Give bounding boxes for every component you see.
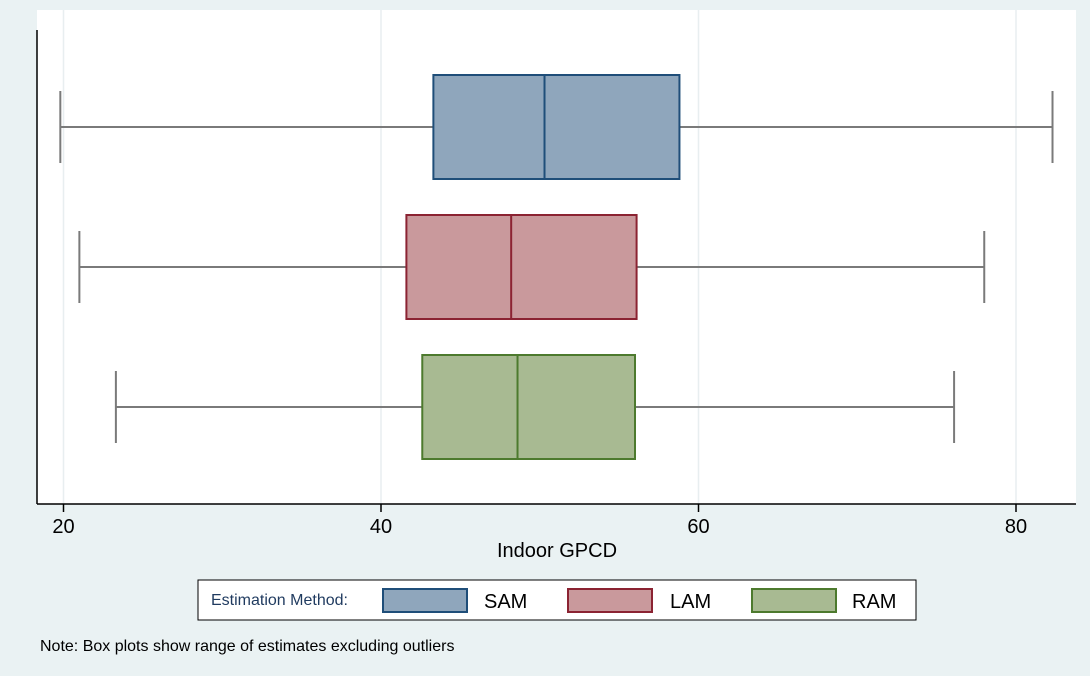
- x-tick-label: 20: [52, 516, 74, 538]
- x-tick-label: 40: [370, 516, 392, 538]
- box-iqr: [421, 354, 636, 460]
- legend-label-lam: LAM: [670, 591, 711, 613]
- legend: Estimation Method: SAM LAM RAM: [197, 579, 917, 621]
- legend-title: Estimation Method:: [211, 592, 348, 609]
- x-tick-label: 60: [687, 516, 709, 538]
- box-sam: [59, 74, 1054, 180]
- x-axis-ticks: 20 40 60 80: [52, 504, 1027, 538]
- legend-swatch-lam: [567, 588, 653, 613]
- box-series-group: [59, 74, 1054, 460]
- legend-swatch-sam: [382, 588, 468, 613]
- legend-swatch-ram: [751, 588, 837, 613]
- box-lam: [78, 214, 986, 320]
- legend-label-sam: SAM: [484, 591, 527, 613]
- box-iqr: [432, 74, 681, 180]
- x-axis-label: Indoor GPCD: [497, 540, 617, 562]
- gridlines: [62, 10, 1017, 504]
- x-tick-label: 80: [1005, 516, 1027, 538]
- legend-label-ram: RAM: [852, 591, 896, 613]
- box-ram: [114, 354, 956, 460]
- box-iqr: [405, 214, 638, 320]
- chart-note: Note: Box plots show range of estimates …: [40, 638, 454, 655]
